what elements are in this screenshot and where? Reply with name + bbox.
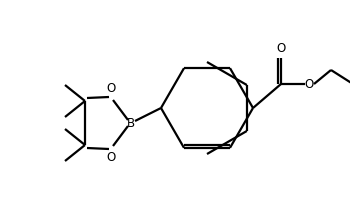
Text: O: O xyxy=(106,151,116,164)
Text: B: B xyxy=(127,117,135,130)
Text: O: O xyxy=(106,82,116,95)
Text: O: O xyxy=(304,77,314,90)
Text: O: O xyxy=(276,42,286,55)
